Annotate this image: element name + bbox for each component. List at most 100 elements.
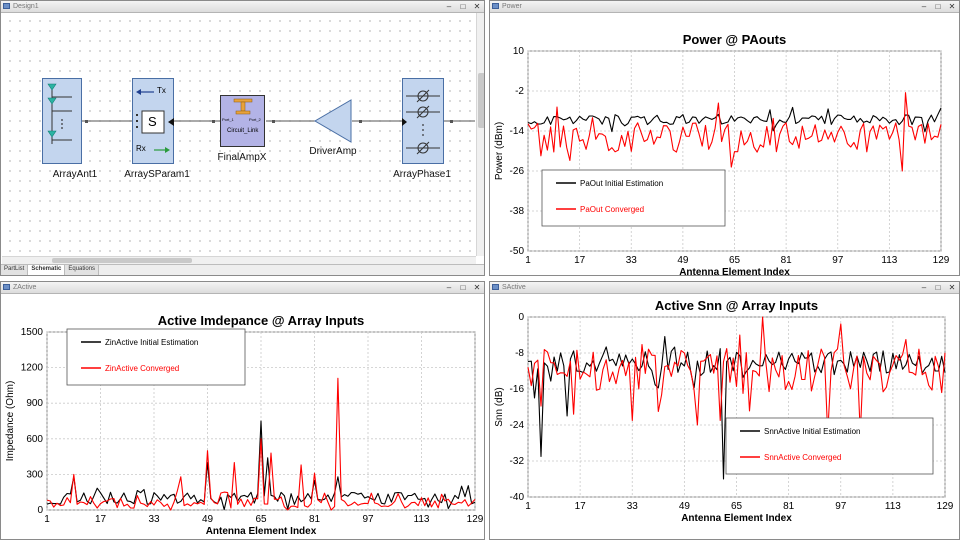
minimize-button[interactable]: – (921, 2, 927, 11)
x-tick-label: 97 (832, 255, 844, 266)
x-tick-label: 65 (731, 501, 743, 512)
series-line (46, 420, 476, 511)
tx-label: Tx (157, 86, 166, 95)
legend-box (725, 417, 934, 475)
tab-partlist[interactable]: PartList (1, 265, 29, 275)
x-tick-label: 81 (783, 501, 795, 512)
sparam-block-icon (132, 78, 174, 164)
y-tick-label: -8 (515, 348, 524, 359)
legend-box (66, 328, 246, 386)
x-tick-label: 113 (885, 501, 901, 512)
vertical-scroll-thumb[interactable] (478, 73, 484, 128)
y-tick-label: -24 (510, 420, 525, 431)
x-tick-label: 33 (626, 255, 638, 266)
x-tick-label: 129 (467, 514, 484, 525)
x-tick-label: 65 (729, 255, 741, 266)
circuit-link-label: Circuit_Link (227, 128, 259, 134)
x-axis-label: Antenna Element Index (206, 526, 317, 537)
series-line (527, 106, 942, 133)
minimize-button[interactable]: – (446, 283, 452, 292)
x-tick-label: 33 (148, 514, 160, 525)
close-button[interactable]: ✕ (473, 283, 481, 292)
window-title: Power (502, 3, 522, 10)
legend-box (541, 169, 726, 227)
y-axis-label: Impedance (Ohm) (5, 381, 16, 462)
antenna-array-icon (42, 78, 82, 164)
x-tick-label: 1 (44, 514, 50, 525)
series-line (527, 336, 946, 480)
maximize-button[interactable]: □ (935, 2, 941, 11)
y-axis-label: Power (dBm) (494, 122, 505, 180)
schematic-drawing (82, 120, 475, 123)
x-axis-label: Antenna Element Index (679, 267, 790, 275)
final-amp-label: FinalAmpX (217, 152, 267, 163)
maximize-button[interactable]: □ (935, 283, 941, 292)
x-tick-label: 1 (525, 501, 531, 512)
driver-amp-label: DriverAmp (309, 146, 357, 157)
array-ant-label: ArrayAnt1 (52, 169, 98, 180)
impedance-chart: Active Imdepance @ Array Inputs 1 17 33 49 65… (5, 313, 484, 537)
window-title: Design1 (13, 3, 39, 10)
array-sparam-component[interactable]: Tx S Rx (132, 78, 174, 164)
vertical-scrollbar[interactable] (476, 13, 484, 256)
legend-entry: SnnActive Initial Estimation (764, 427, 861, 436)
chart-title: Active Snn @ Array Inputs (655, 298, 818, 313)
titlebar: ZActive – □ ✕ (1, 282, 484, 294)
circuit-link-icon (233, 98, 253, 115)
x-tick-label: 129 (937, 501, 954, 512)
x-tick-label: 113 (881, 255, 897, 266)
tab-equations[interactable]: Equations (65, 265, 100, 275)
x-tick-label: 49 (679, 501, 691, 512)
x-tick-label: 1 (525, 255, 531, 266)
minimize-button[interactable]: – (921, 283, 927, 292)
y-tick-label: -32 (510, 456, 525, 467)
legend-entry: ZinActive Initial Estimation (105, 338, 198, 347)
minimize-button[interactable]: – (446, 2, 452, 11)
design-tabbar: PartList Schematic Equations (1, 264, 484, 275)
zactive-window: ZActive – □ ✕ Active Imdepance @ Array I… (0, 281, 485, 540)
y-tick-label: 900 (26, 398, 43, 409)
y-axis-label: Snn (dB) (494, 387, 505, 426)
final-amp-component[interactable]: Port_1 Port_2 Circuit_Link (220, 95, 265, 147)
array-phase-component[interactable] (402, 78, 444, 164)
driver-amp-component[interactable] (314, 98, 352, 144)
y-tick-label: 600 (26, 434, 43, 445)
horizontal-scrollbar[interactable] (2, 256, 476, 264)
port1-label: Port_1 (222, 117, 234, 122)
array-ant-component[interactable] (42, 78, 82, 164)
series-line (46, 377, 476, 511)
window-icon (3, 284, 10, 290)
window-icon (3, 3, 10, 9)
array-phase-label: ArrayPhase1 (393, 169, 451, 180)
rx-label: Rx (136, 144, 146, 153)
window-icon (492, 284, 499, 290)
y-tick-label: 10 (513, 46, 525, 57)
maximize-button[interactable]: □ (460, 2, 466, 11)
titlebar: SActive – □ ✕ (490, 282, 959, 294)
x-tick-label: 113 (414, 514, 430, 525)
x-tick-label: 81 (781, 255, 793, 266)
close-button[interactable]: ✕ (473, 2, 481, 11)
window-icon (492, 3, 499, 9)
x-tick-label: 17 (574, 255, 586, 266)
snn-chart: Active Snn @ Array Inputs 1 17 33 49 65 81 97 11… (494, 298, 954, 524)
phase-shifter-array-icon (402, 78, 444, 164)
y-tick-label: -26 (510, 166, 525, 177)
window-title: SActive (502, 284, 526, 291)
x-tick-label: 49 (202, 514, 214, 525)
maximize-button[interactable]: □ (460, 283, 466, 292)
tab-schematic[interactable]: Schematic (28, 265, 66, 275)
legend-entry: PaOut Converged (580, 205, 644, 214)
y-tick-label: 1500 (21, 327, 44, 338)
x-tick-label: 17 (575, 501, 587, 512)
window-title: ZActive (13, 284, 37, 291)
close-button[interactable]: ✕ (948, 283, 956, 292)
x-axis-label: Antenna Element Index (681, 513, 792, 524)
x-tick-label: 81 (309, 514, 321, 525)
chart-title: Active Imdepance @ Array Inputs (158, 313, 365, 328)
close-button[interactable]: ✕ (948, 2, 956, 11)
horizontal-scroll-thumb[interactable] (52, 258, 192, 263)
x-tick-label: 97 (362, 514, 374, 525)
y-tick-label: -40 (510, 492, 525, 503)
x-tick-label: 129 (933, 255, 950, 266)
